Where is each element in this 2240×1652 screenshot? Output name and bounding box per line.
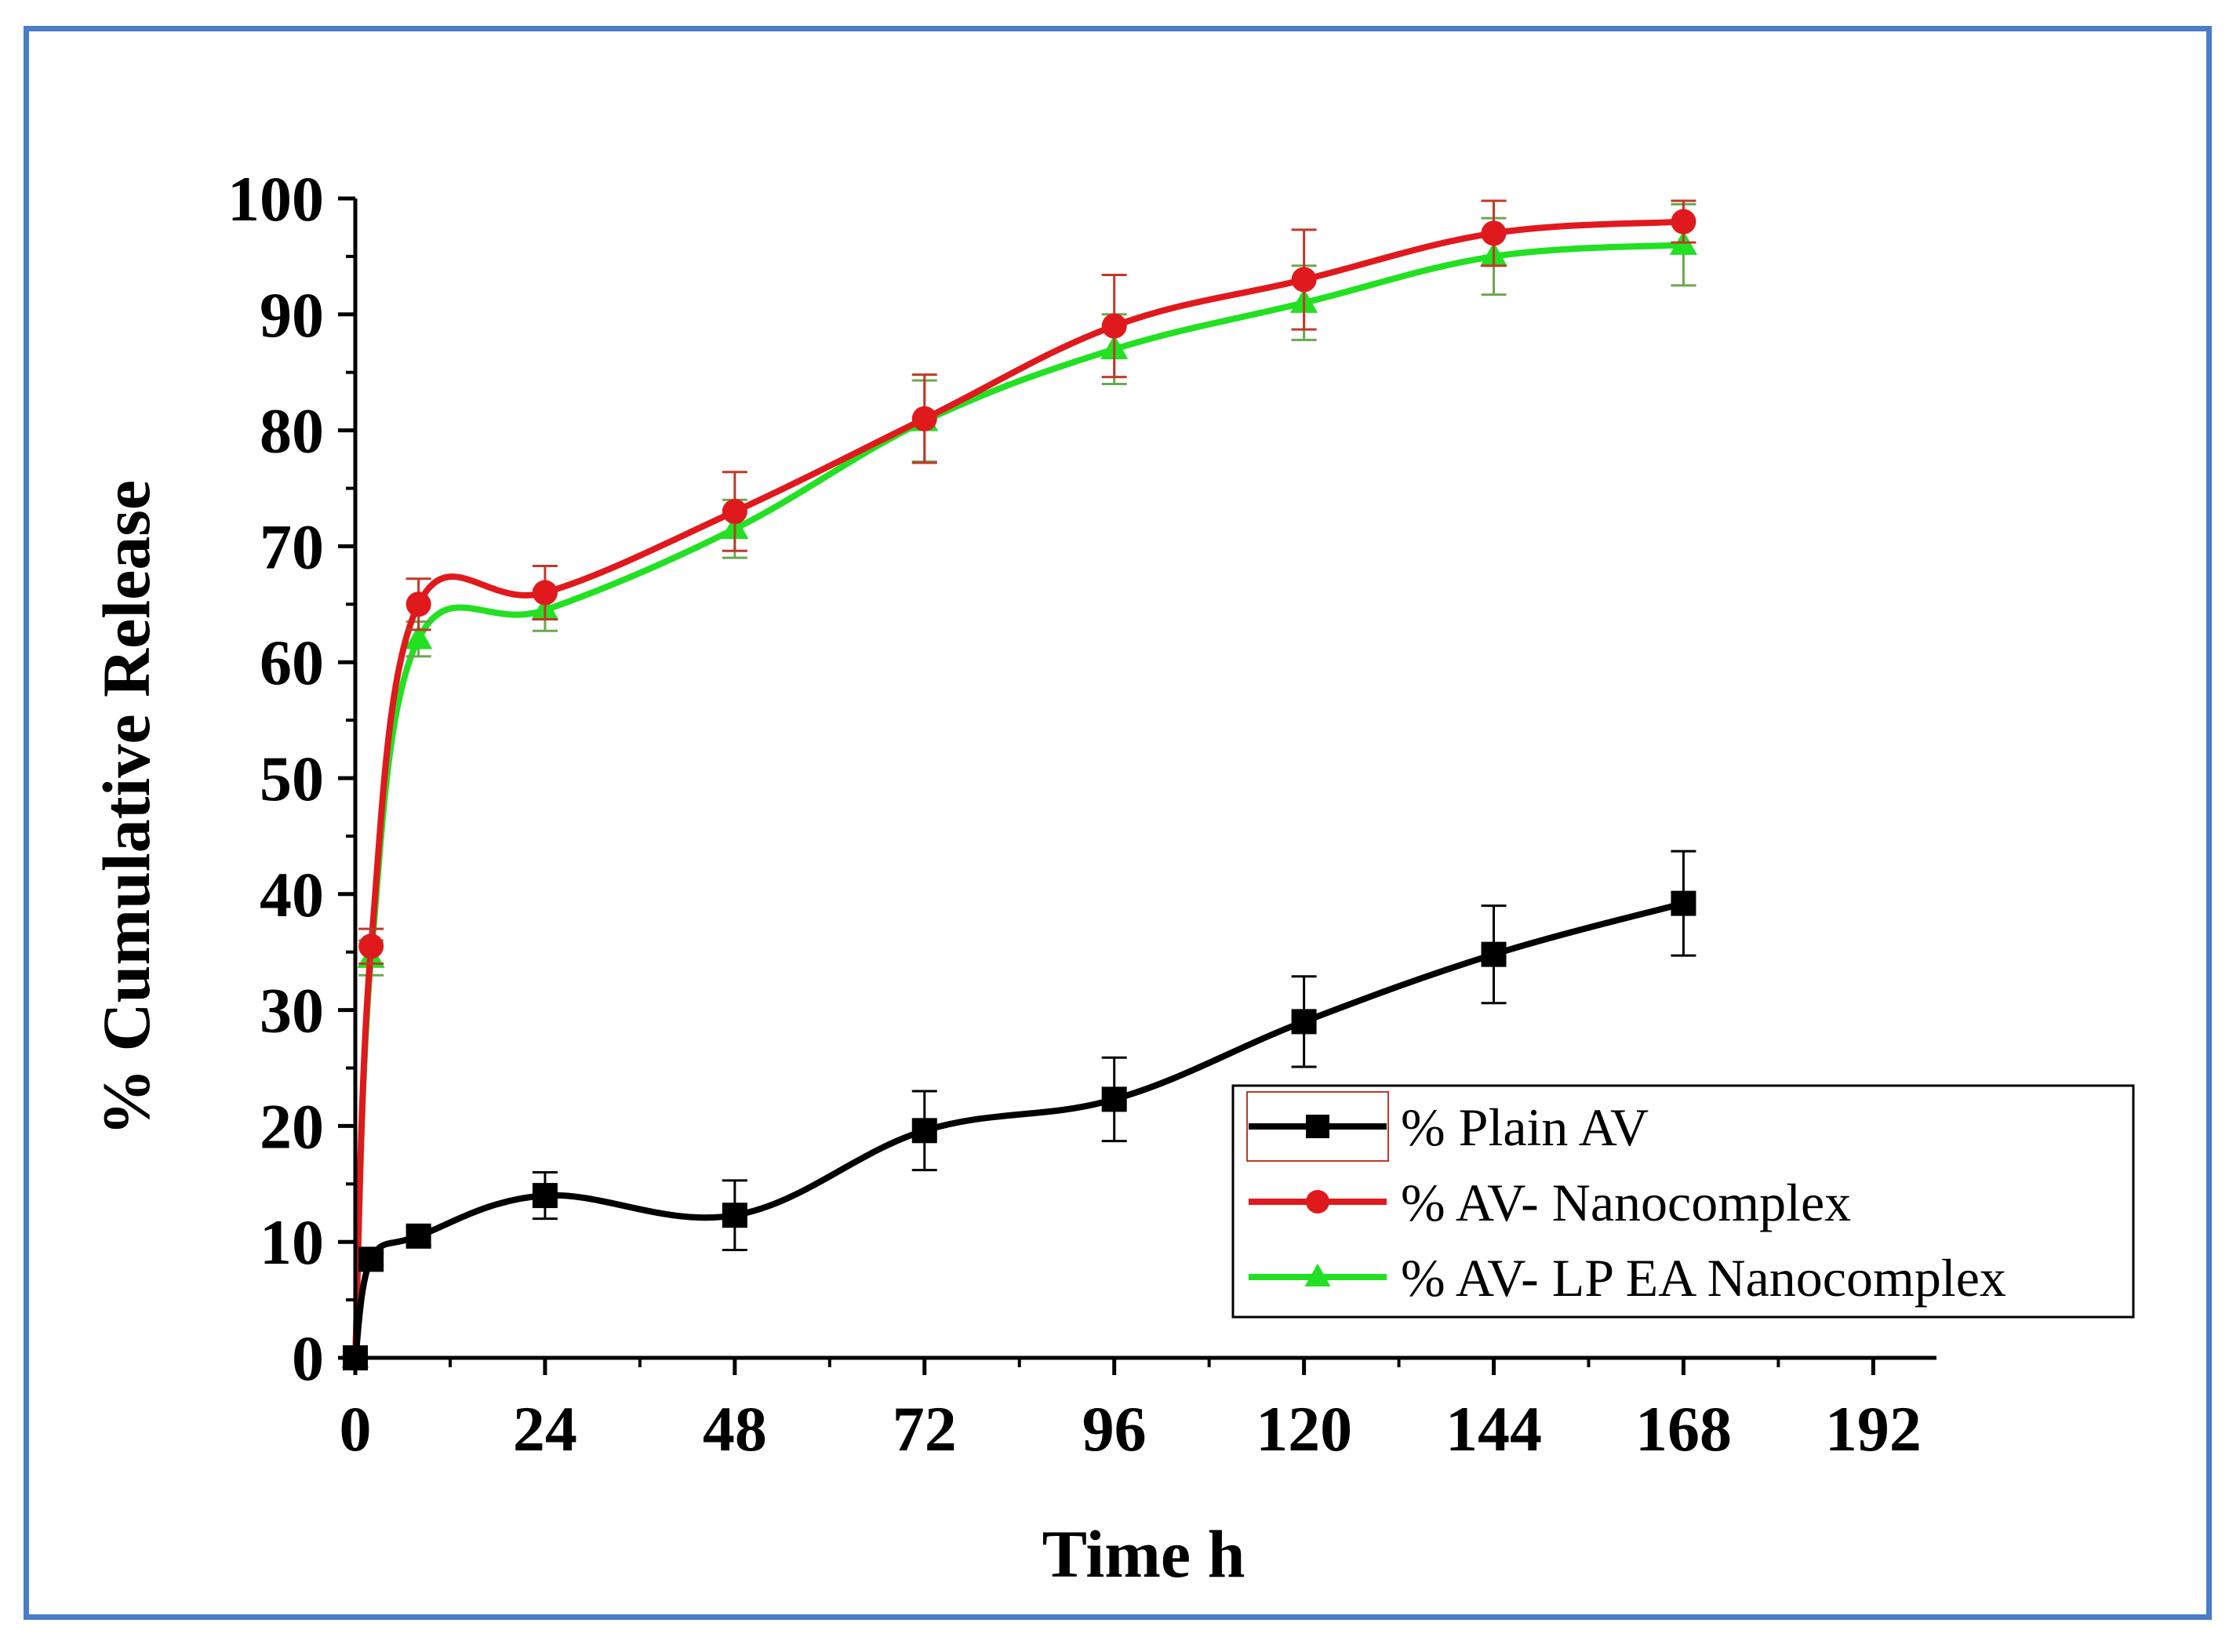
data-point (911, 406, 937, 431)
y-tick-label: 90 (260, 279, 324, 351)
legend-focus-box (1246, 1091, 1389, 1162)
y-tick-label: 50 (260, 743, 324, 814)
data-point (358, 933, 384, 959)
legend-label: % AV- LP EA Nanocomplex (1401, 1248, 2006, 1308)
y-tick-label: 20 (260, 1090, 324, 1162)
data-point (405, 591, 431, 617)
y-axis-title: % Cumulative Release (89, 480, 164, 1136)
y-tick-label: 40 (260, 859, 324, 930)
data-point (532, 1183, 558, 1209)
x-tick-label: 72 (893, 1393, 957, 1465)
data-point (1291, 1009, 1317, 1035)
legend-marker (1306, 1190, 1329, 1214)
legend-label: % Plain AV (1401, 1097, 1649, 1157)
data-point (532, 580, 558, 606)
figure-frame (24, 26, 2212, 1620)
x-tick-label: 48 (703, 1393, 767, 1465)
series-square (343, 850, 1696, 1370)
data-point (722, 499, 747, 525)
x-tick-label: 144 (1445, 1393, 1542, 1465)
data-point (358, 1246, 384, 1272)
data-point (911, 1118, 937, 1144)
x-tick-label: 24 (513, 1393, 577, 1465)
y-tick-label: 70 (260, 511, 324, 582)
data-point (1671, 209, 1696, 235)
data-point (1671, 890, 1696, 916)
data-point (1481, 220, 1507, 246)
x-tick-label: 0 (340, 1393, 372, 1465)
series-line (352, 218, 1684, 1359)
data-point (405, 1223, 431, 1249)
x-tick-label: 192 (1825, 1393, 1922, 1465)
legend-label: % AV- Nanocomplex (1401, 1173, 1851, 1232)
legend: % Plain AV % AV- Nanocomplex % AV- LP EA N… (1231, 1084, 2135, 1319)
y-tick-label: 60 (260, 627, 324, 698)
data-point (1101, 313, 1127, 339)
legend-marker (1304, 1263, 1331, 1286)
data-point (1481, 941, 1507, 967)
y-tick-label: 30 (260, 975, 324, 1046)
legend-marker (1306, 1115, 1329, 1138)
data-point (1291, 267, 1317, 293)
y-tick-label: 80 (260, 395, 324, 467)
y-tick-label: 100 (227, 163, 324, 235)
y-tick-label: 0 (292, 1323, 324, 1394)
y-tick-label: 10 (260, 1206, 324, 1278)
x-tick-label: 120 (1256, 1393, 1352, 1465)
x-axis-title: Time h (1042, 1516, 1245, 1592)
data-point (405, 624, 433, 650)
x-tick-label: 96 (1082, 1393, 1147, 1465)
data-point (1101, 1086, 1127, 1112)
data-point (722, 1203, 747, 1228)
x-tick-label: 168 (1635, 1393, 1732, 1465)
